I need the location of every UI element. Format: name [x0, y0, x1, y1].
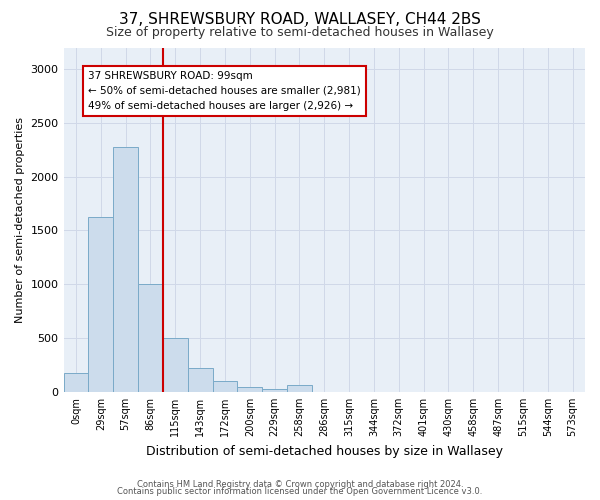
Text: 37 SHREWSBURY ROAD: 99sqm
← 50% of semi-detached houses are smaller (2,981)
49% : 37 SHREWSBURY ROAD: 99sqm ← 50% of semi-… — [88, 71, 361, 111]
Bar — [88, 217, 113, 392]
Bar — [188, 368, 212, 392]
Bar — [212, 381, 238, 392]
Bar — [238, 386, 262, 392]
Bar — [262, 388, 287, 392]
Text: Contains HM Land Registry data © Crown copyright and database right 2024.: Contains HM Land Registry data © Crown c… — [137, 480, 463, 489]
Bar — [138, 284, 163, 392]
Text: 37, SHREWSBURY ROAD, WALLASEY, CH44 2BS: 37, SHREWSBURY ROAD, WALLASEY, CH44 2BS — [119, 12, 481, 28]
Bar — [163, 338, 188, 392]
Text: Contains public sector information licensed under the Open Government Licence v3: Contains public sector information licen… — [118, 487, 482, 496]
Bar — [287, 386, 312, 392]
Text: Size of property relative to semi-detached houses in Wallasey: Size of property relative to semi-detach… — [106, 26, 494, 39]
Y-axis label: Number of semi-detached properties: Number of semi-detached properties — [15, 116, 25, 322]
Bar — [113, 147, 138, 392]
Bar — [64, 373, 88, 392]
X-axis label: Distribution of semi-detached houses by size in Wallasey: Distribution of semi-detached houses by … — [146, 444, 503, 458]
